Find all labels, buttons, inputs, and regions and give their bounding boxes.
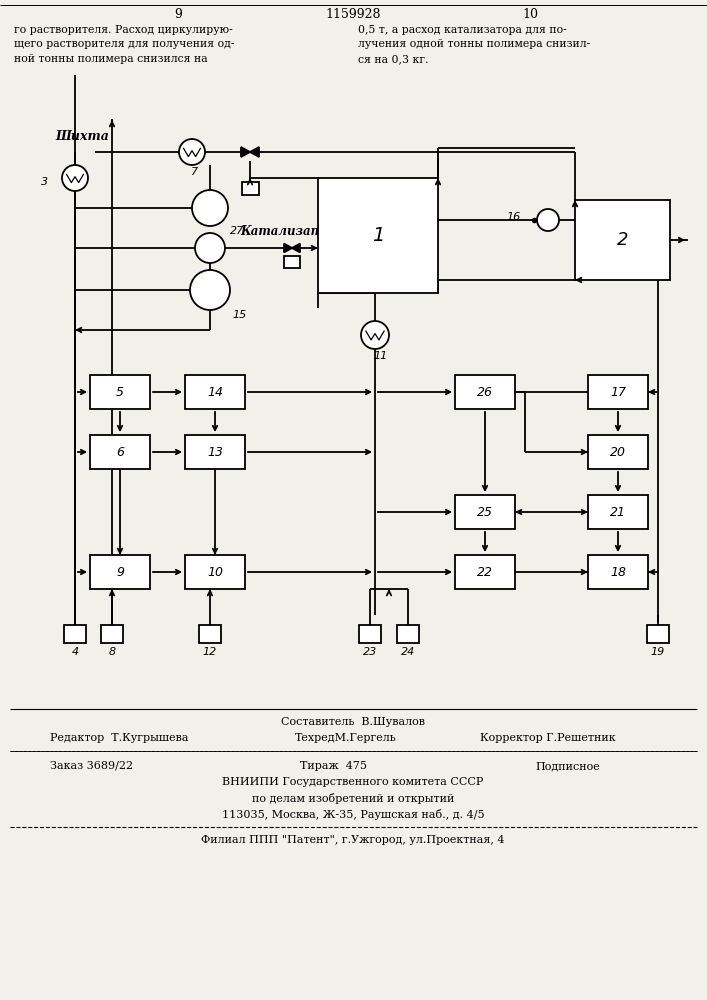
Bar (185, 435, 245, 469)
Bar (101, 625, 123, 643)
Circle shape (179, 139, 205, 165)
Circle shape (195, 233, 225, 263)
Text: 5: 5 (116, 385, 124, 398)
Bar (588, 555, 648, 589)
Bar (185, 555, 245, 589)
Text: 27: 27 (230, 226, 244, 236)
Text: 17: 17 (610, 385, 626, 398)
Circle shape (361, 321, 389, 349)
Text: 26: 26 (477, 385, 493, 398)
Text: 2: 2 (617, 231, 629, 249)
Polygon shape (292, 244, 300, 252)
Text: 9: 9 (174, 7, 182, 20)
Bar (242, 182, 259, 195)
Text: 20: 20 (610, 446, 626, 458)
Bar (588, 435, 648, 469)
Text: 1159928: 1159928 (325, 7, 381, 20)
Polygon shape (241, 147, 250, 157)
Polygon shape (284, 244, 292, 252)
Text: 9: 9 (116, 566, 124, 578)
Bar (397, 625, 419, 643)
Text: 23: 23 (363, 647, 377, 657)
Bar (318, 178, 438, 293)
Circle shape (192, 190, 228, 226)
Bar (588, 375, 648, 409)
Text: 8: 8 (108, 647, 115, 657)
Text: Составитель  В.Шувалов: Составитель В.Шувалов (281, 717, 425, 727)
Text: Редактор  Т.Кугрышева: Редактор Т.Кугрышева (50, 733, 189, 743)
Text: Заказ 3689/22: Заказ 3689/22 (50, 761, 133, 771)
Circle shape (190, 270, 230, 310)
Text: 113035, Москва, Ж-35, Раушская наб., д. 4/5: 113035, Москва, Ж-35, Раушская наб., д. … (222, 809, 484, 820)
Text: Катализатор: Катализатор (240, 225, 339, 238)
Text: 18: 18 (610, 566, 626, 578)
Text: 1: 1 (372, 226, 384, 245)
Text: го растворителя. Расход циркулирую-
щего растворителя для получения од-
ной тонн: го растворителя. Расход циркулирую- щего… (14, 25, 235, 64)
Text: 7: 7 (191, 167, 198, 177)
Text: 14: 14 (207, 385, 223, 398)
Text: 24: 24 (401, 647, 415, 657)
Text: 10: 10 (522, 7, 538, 20)
Bar (575, 200, 670, 280)
Text: ТехредМ.Гергель: ТехредМ.Гергель (295, 733, 397, 743)
Text: 19: 19 (651, 647, 665, 657)
Text: по делам изобретений и открытий: по делам изобретений и открытий (252, 793, 454, 804)
Bar (455, 375, 515, 409)
Bar (199, 625, 221, 643)
Text: 12: 12 (203, 647, 217, 657)
Text: 3: 3 (41, 177, 48, 187)
Text: 21: 21 (610, 506, 626, 518)
Circle shape (537, 209, 559, 231)
Bar (185, 375, 245, 409)
Text: 11: 11 (373, 351, 388, 361)
Bar (455, 555, 515, 589)
Text: 6: 6 (116, 446, 124, 458)
Text: 10: 10 (207, 566, 223, 578)
Text: 4: 4 (71, 647, 78, 657)
Bar (90, 375, 150, 409)
Bar (284, 256, 300, 268)
Bar (90, 435, 150, 469)
Text: Подписное: Подписное (535, 761, 600, 771)
Text: Корректор Г.Решетник: Корректор Г.Решетник (480, 733, 616, 743)
Text: 16: 16 (507, 212, 521, 222)
Text: Тираж  475: Тираж 475 (300, 761, 367, 771)
Bar (455, 495, 515, 529)
Text: ВНИИПИ Государственного комитета СССР: ВНИИПИ Государственного комитета СССР (222, 777, 484, 787)
Bar (588, 495, 648, 529)
Bar (647, 625, 669, 643)
Text: Шихта: Шихта (55, 130, 109, 143)
Bar (64, 625, 86, 643)
Text: 25: 25 (477, 506, 493, 518)
Bar (90, 555, 150, 589)
Text: 22: 22 (477, 566, 493, 578)
Text: 13: 13 (207, 446, 223, 458)
Polygon shape (250, 147, 259, 157)
Bar (359, 625, 381, 643)
Circle shape (62, 165, 88, 191)
Text: 15: 15 (232, 310, 246, 320)
Text: Филиал ППП "Патент", г.Ужгород, ул.Проектная, 4: Филиал ППП "Патент", г.Ужгород, ул.Проек… (201, 835, 505, 845)
Text: 0,5 т, а расход катализатора для по-
лучения одной тонны полимера снизил-
ся на : 0,5 т, а расход катализатора для по- луч… (358, 25, 590, 64)
